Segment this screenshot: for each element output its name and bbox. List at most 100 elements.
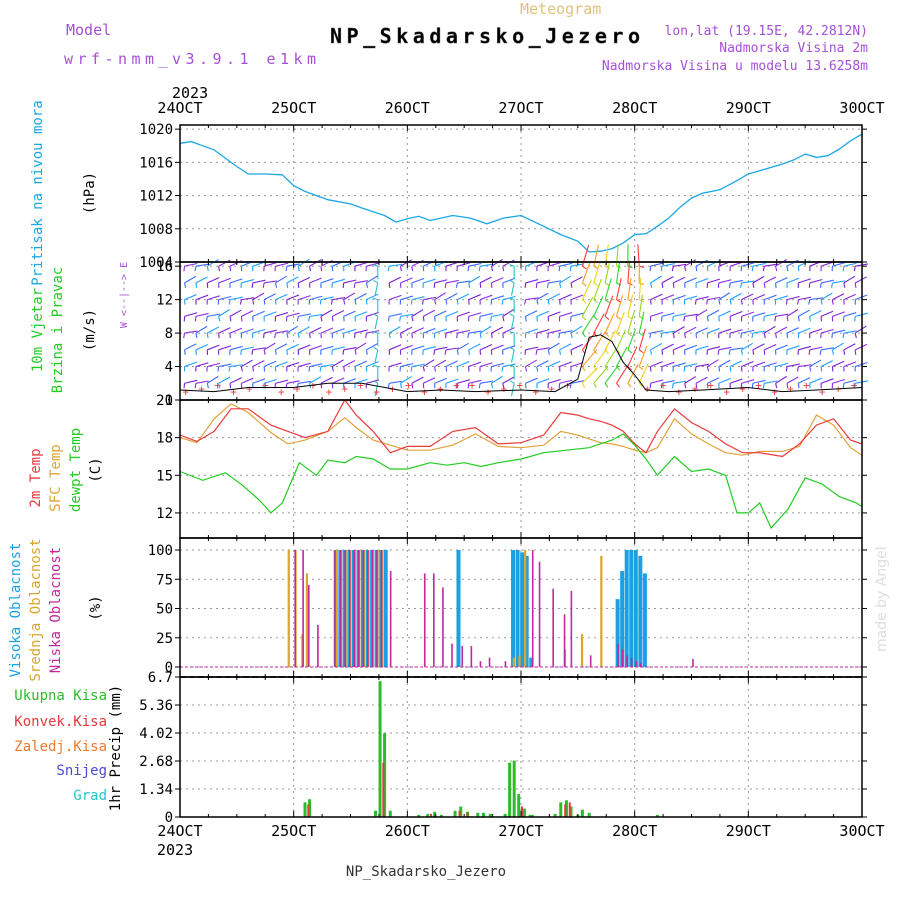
wind-barb [218,345,232,351]
wind-barb-tick [604,299,610,303]
wind-barb-tick [559,282,562,288]
wind-barb [775,344,788,351]
cloud-bar-0 [624,550,629,667]
wind-barb [207,326,220,334]
y-tick-label: 0 [165,393,173,409]
wind-barb [400,363,414,368]
wind-barb [502,327,515,334]
wind-barb [468,379,482,384]
wind-barb [809,346,823,351]
wind-barb [820,360,833,368]
wind-barb [843,343,856,351]
wind-barb-tick [297,266,300,272]
wind-barb [604,347,618,367]
wind-barb [422,309,435,317]
wind-barb [775,375,787,384]
wind-barb-tick [331,349,333,355]
wind-barb [741,262,755,267]
wind-barb [673,276,686,284]
wind-barb [570,263,584,267]
wind-barb-tick [399,366,402,372]
wind-barb [547,342,560,351]
wind-barb [400,376,412,384]
wind-barb [491,313,505,317]
wind-barb [661,343,674,351]
wind-barb [400,277,413,284]
wind-barb [400,326,413,334]
wind-barb [320,296,334,301]
cloud-bar-0 [515,550,520,667]
wind-barb-tick [831,333,833,339]
wind-barb [832,329,846,334]
wind-barb-tick [786,266,789,272]
wind-barb [389,313,402,317]
precip-bar-0 [308,799,312,817]
wind-barb [479,294,493,301]
wind-barb [559,379,573,384]
wind-barb [548,329,562,334]
cloud-bar-2 [423,573,426,667]
wind-barb [218,376,231,384]
wind-barb-tick [843,349,846,355]
top-tick-label: 24OCT [157,99,202,117]
wind-barb-tick [785,366,788,372]
wind-barb [718,377,732,384]
wind-barb [252,347,266,351]
wind-barb [275,275,287,284]
wind-barb-tick [422,366,425,372]
wind-barb [229,377,242,384]
wind-barb [650,330,664,334]
wind-barb-tick [365,282,369,288]
wind-barb-tick [809,316,811,322]
cloud-bar-2 [348,550,351,667]
speed-marker: + [803,379,810,392]
wind-barb [729,261,743,267]
wind-barb-tick [819,349,822,355]
speed-marker: + [819,386,826,399]
y-tick-label: 50 [156,602,173,618]
wind-barb-tick [854,282,857,288]
wind-barb [809,279,823,284]
wind-barb [820,328,834,334]
wind-barb [241,346,255,351]
wind-barb [374,316,379,330]
cloud-bar-2 [389,571,392,667]
wind-barb [343,292,356,301]
wind-barb-tick [183,383,186,389]
wind-barb [468,312,482,317]
wind-barb-tick [535,349,538,355]
wind-barb [479,380,493,384]
wind-barb [275,312,289,317]
y-tick-label: 12 [156,293,173,309]
wind-barb-tick [740,299,743,305]
bottom-year: 2023 [157,841,193,859]
bottom-tick-label: 30OCT [839,822,884,840]
wind-barb-tick [581,383,586,388]
wind-barb [411,309,424,317]
wind-barb-tick [582,265,587,270]
wind-barb-tick [343,299,346,305]
wind-barb [638,294,643,317]
wind-barb-tick [373,380,379,384]
wind-barb [275,293,288,301]
speed-marker: + [517,379,524,392]
wind-barb [366,262,380,267]
wind-barb [252,378,266,384]
wind-barb-tick [671,266,674,272]
cloud-bar-0 [620,571,625,667]
y-tick-label: 5.36 [139,698,173,714]
wind-barb [195,380,209,384]
wind-barb-tick [638,349,644,354]
wind-barb [388,294,402,301]
wind-barb [354,261,368,267]
wind-barb-tick [524,349,527,355]
wind-barb [593,330,606,351]
wind-barb-tick [638,382,644,388]
wind-barb [207,313,221,317]
y-tick-label: 1008 [139,222,173,238]
cloud-bar-0 [524,555,529,667]
wind-barb [832,378,846,384]
wind-barb [286,312,300,317]
wind-barb [411,363,425,368]
cloud-bar-2 [626,655,628,667]
